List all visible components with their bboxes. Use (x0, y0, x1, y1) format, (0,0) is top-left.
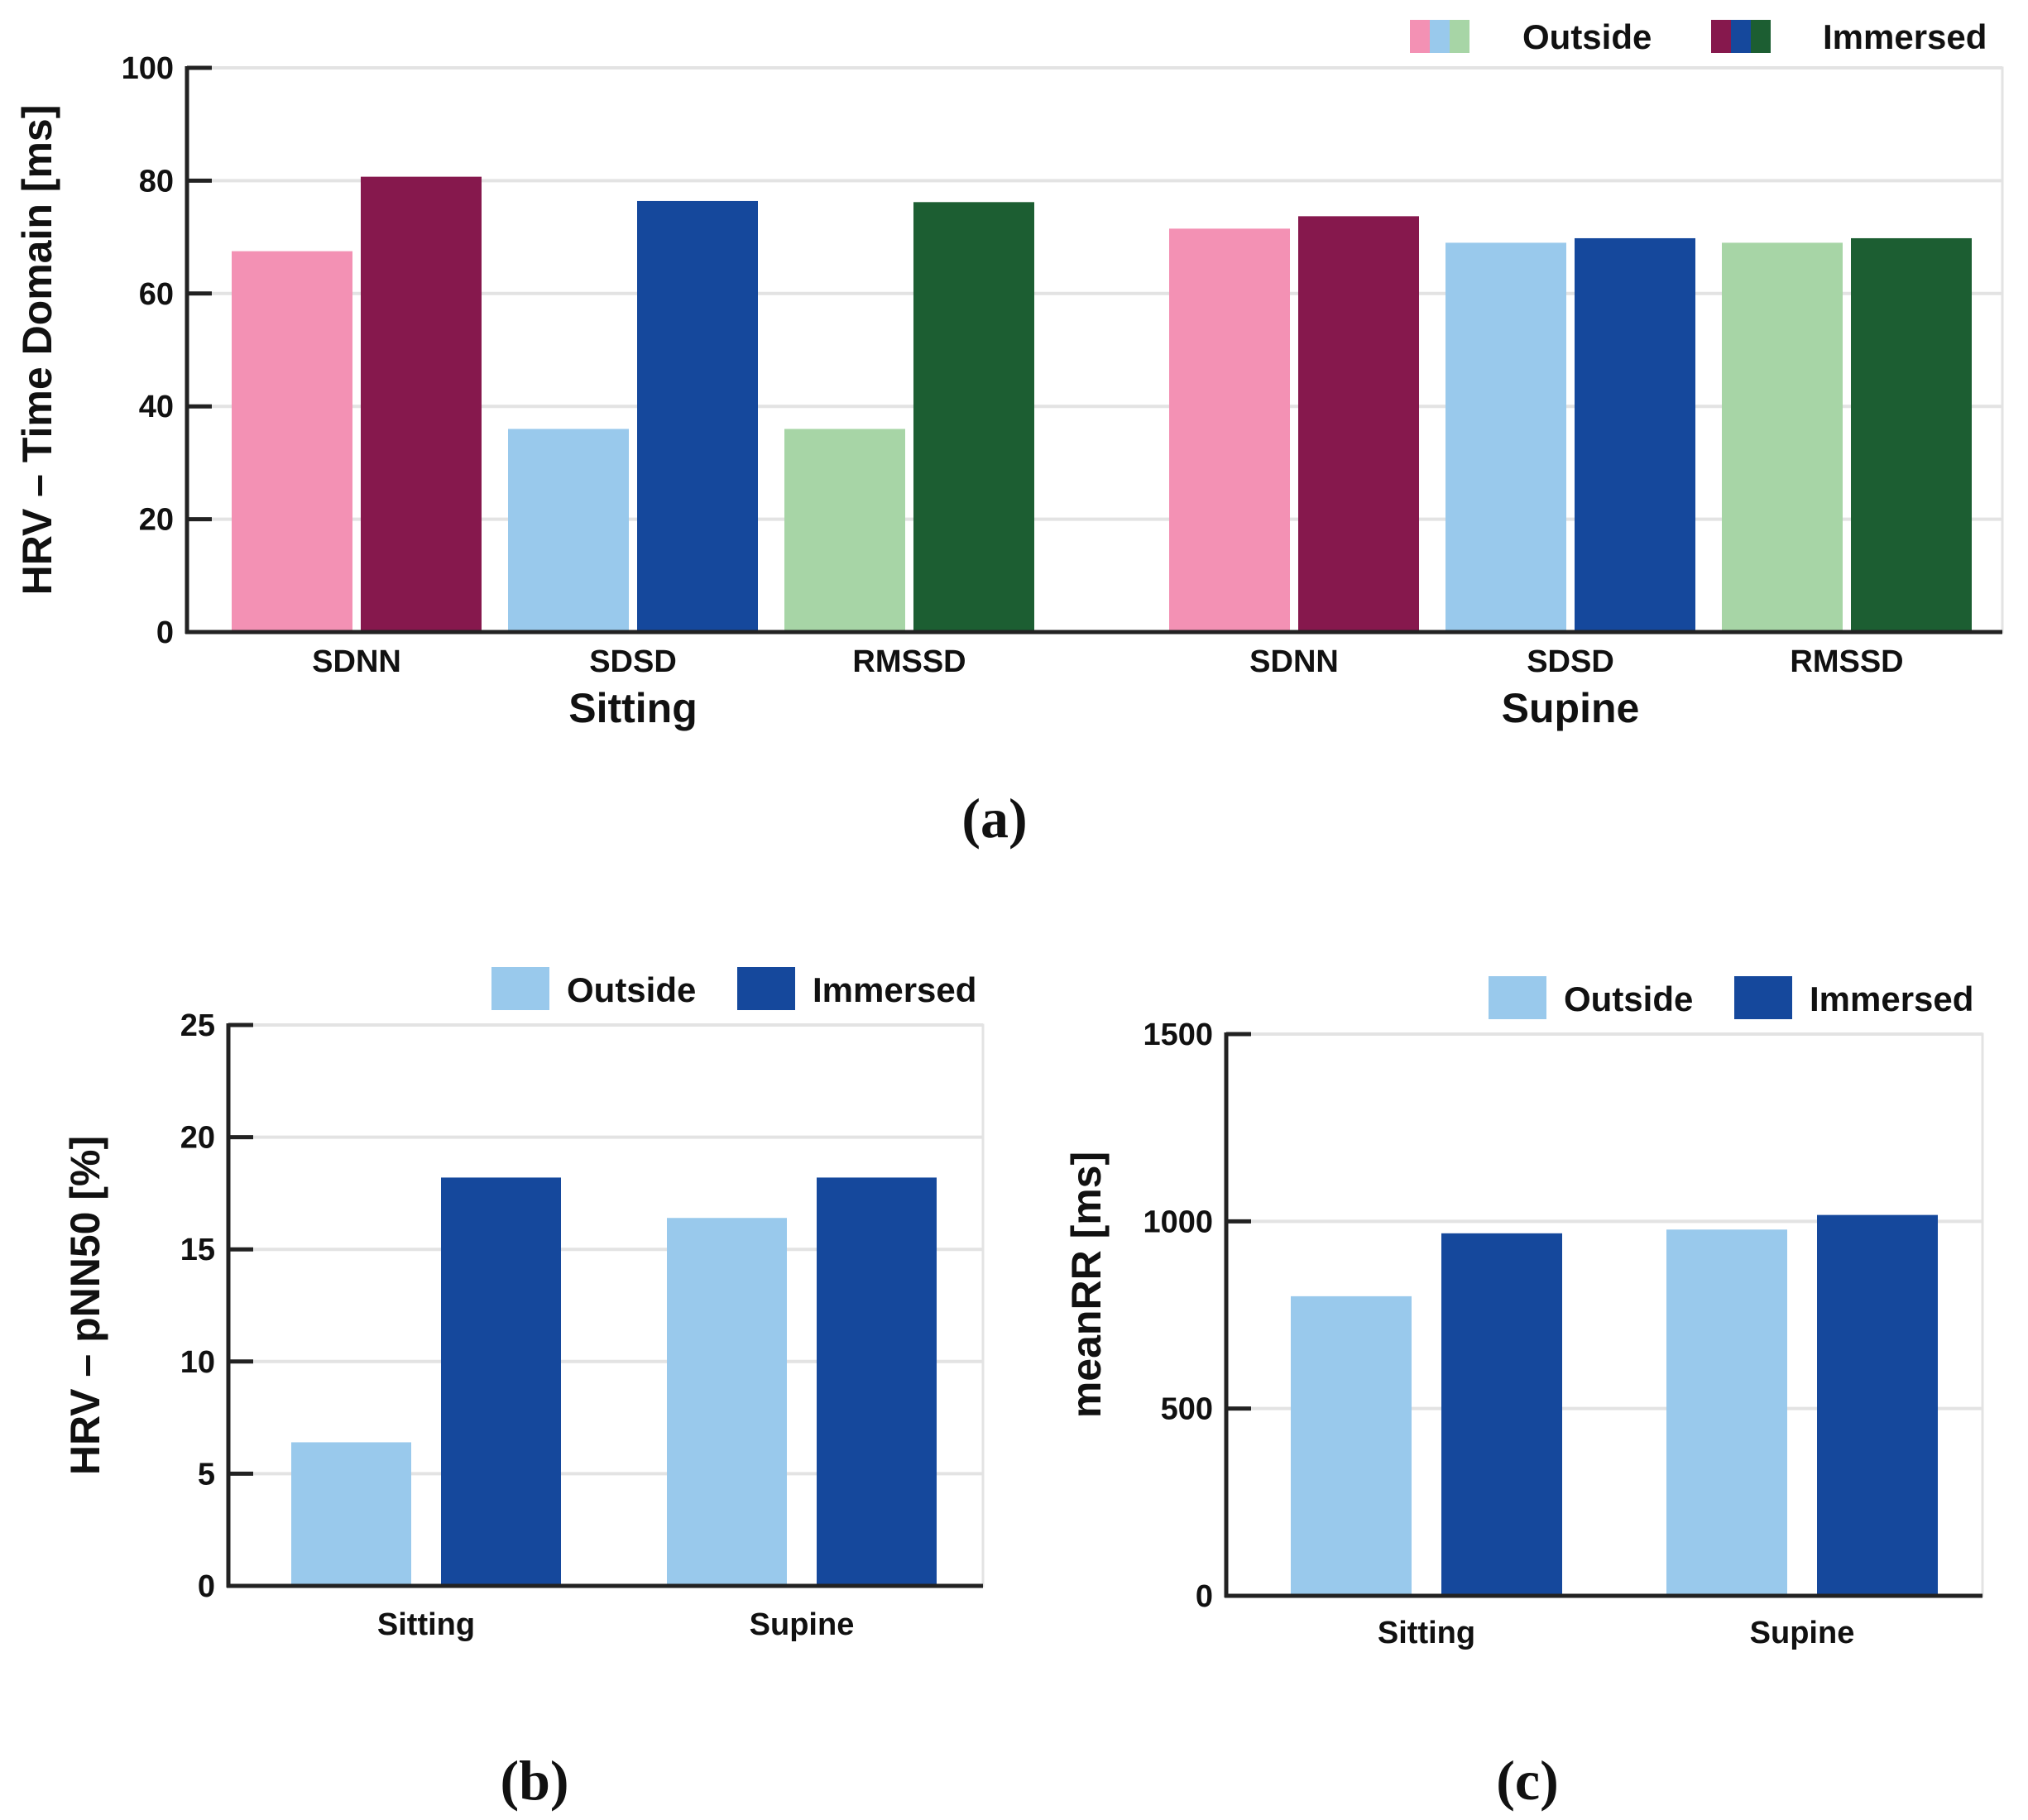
panel-a-bar-sitting-sdsd-outside (508, 429, 629, 632)
panel-a-bar-supine-rmssd-immersed (1851, 237, 1972, 632)
panel-a-xtick-label: SDNN (1249, 644, 1339, 679)
panel-a-bar-sitting-rmssd-immersed (913, 202, 1034, 633)
panel-a-y-axis-label: HRV – Time Domain [ms] (14, 105, 60, 596)
panel-a-ytick-label: 40 (139, 390, 174, 424)
panel-c-legend-swatch-immersed (1734, 976, 1792, 1019)
panel-b-ytick-label: 5 (198, 1457, 215, 1492)
panel-b-bar-supine-outside (667, 1218, 787, 1586)
panel-b-ytick-label: 0 (198, 1569, 215, 1604)
panel-b-xtick-label-supine: Supine (750, 1607, 855, 1642)
panel-tag-b: (b) (500, 1749, 568, 1812)
panel-a-legend-swatch-immersed (1711, 20, 1731, 53)
panel-tag-c: (c) (1496, 1749, 1558, 1812)
panel-c-legend-swatch-outside (1489, 976, 1546, 1019)
panel-c-xtick-label-sitting: Sitting (1378, 1616, 1475, 1650)
panel-c-ytick-label: 1500 (1143, 1018, 1213, 1052)
panel-tag-a: (a) (961, 787, 1027, 850)
panel-a-legend-label-outside: Outside (1522, 17, 1652, 56)
panel-c-bar-sitting-immersed (1441, 1233, 1562, 1596)
panel-a-bar-supine-sdsd-outside (1445, 242, 1566, 632)
panel-b-y-axis-label: HRV – pNN50 [%] (62, 1136, 108, 1475)
panel-b-legend-label-immersed: Immersed (813, 970, 976, 1009)
panel-b-ytick-label: 25 (180, 1008, 215, 1043)
panel-a-ytick-label: 80 (139, 164, 174, 199)
panel-a-bar-supine-sdnn-outside (1169, 228, 1290, 632)
panel-c-legend-label-immersed: Immersed (1810, 979, 1973, 1018)
panel-a-legend-swatch-outside (1430, 20, 1450, 53)
panel-a-xtick-label: RMSSD (1790, 644, 1903, 679)
panel-c-y-axis-label: meanRR [ms] (1063, 1152, 1110, 1418)
panel-c-chart: 0 500 1000 1500 Sitting Supine meanRR [ms] Outs… (1063, 976, 1984, 1650)
panel-a-xtick-label: RMSSD (852, 644, 966, 679)
panel-a-legend-label-immersed: Immersed (1823, 17, 1987, 56)
panel-a-xtick-label: SDSD (1527, 644, 1614, 679)
panel-b-legend-label-outside: Outside (567, 970, 696, 1009)
panel-a-bar-supine-sdsd-immersed (1575, 237, 1695, 632)
panel-b-legend-swatch-immersed (737, 967, 795, 1010)
panel-c-bar-sitting-outside (1291, 1296, 1412, 1596)
panel-c-ytick-label: 1000 (1143, 1205, 1213, 1239)
panel-a-group-label-supine: Supine (1502, 685, 1640, 731)
panel-b-ytick-label: 15 (180, 1233, 215, 1267)
panel-c-bar-supine-immersed (1817, 1214, 1938, 1596)
panel-b-ytick-label: 10 (180, 1345, 215, 1380)
panel-b-ytick-label: 20 (180, 1121, 215, 1156)
panel-a-xtick-label: SDNN (312, 644, 401, 679)
panel-a-legend-swatch-outside (1410, 20, 1430, 53)
panel-a-bar-sitting-sdnn-outside (232, 251, 352, 632)
panel-a-bar-supine-rmssd-outside (1722, 242, 1843, 632)
panel-c-bar-supine-outside (1666, 1229, 1787, 1596)
panel-b-legend-swatch-outside (491, 967, 549, 1010)
panel-c-ytick-label: 0 (1196, 1579, 1213, 1614)
panel-b-bar-supine-immersed (817, 1177, 937, 1586)
panel-a-bar-supine-sdnn-immersed (1298, 216, 1419, 632)
panel-a-group-label-sitting: Sitting (568, 685, 698, 731)
panel-a-ytick-label: 0 (156, 615, 174, 650)
panel-a-ytick-label: 100 (122, 51, 174, 86)
panel-c-legend-label-outside: Outside (1564, 979, 1693, 1018)
panel-b-bar-sitting-outside (291, 1442, 411, 1586)
panel-b-chart: 0 5 10 15 20 25 Sitting Supine HRV – pNN50 [%] Ou… (62, 967, 985, 1642)
panel-a-ytick-label: 20 (139, 503, 174, 538)
panel-b-xtick-label-sitting: Sitting (377, 1607, 475, 1642)
panel-a-chart: 0 20 40 60 80 100 SDNN SDSD RMSSD Sitting SDNN SDSD… (14, 17, 2004, 731)
panel-a-bar-sitting-sdsd-immersed (637, 200, 758, 632)
panel-a-legend-swatch-immersed (1751, 20, 1771, 53)
panel-a-legend-swatch-outside (1450, 20, 1469, 53)
panel-a-ytick-label: 60 (139, 277, 174, 312)
panel-c-ytick-label: 500 (1161, 1392, 1213, 1427)
panel-a-xtick-label: SDSD (589, 644, 677, 679)
panel-a-legend-swatch-immersed (1731, 20, 1751, 53)
panel-a-bar-sitting-sdnn-immersed (361, 176, 482, 633)
panel-a-bar-sitting-rmssd-outside (784, 429, 905, 632)
panel-b-bar-sitting-immersed (441, 1177, 561, 1586)
panel-c-xtick-label-supine: Supine (1750, 1616, 1855, 1650)
